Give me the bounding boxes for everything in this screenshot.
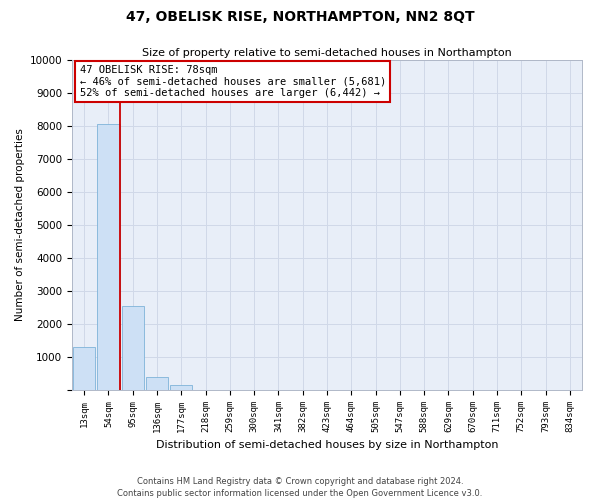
Bar — [122, 306, 144, 390]
Text: 47, OBELISK RISE, NORTHAMPTON, NN2 8QT: 47, OBELISK RISE, NORTHAMPTON, NN2 8QT — [125, 10, 475, 24]
X-axis label: Distribution of semi-detached houses by size in Northampton: Distribution of semi-detached houses by … — [156, 440, 498, 450]
Bar — [170, 385, 193, 390]
Bar — [73, 347, 95, 390]
Title: Size of property relative to semi-detached houses in Northampton: Size of property relative to semi-detach… — [142, 48, 512, 58]
Bar — [146, 377, 168, 390]
Text: 47 OBELISK RISE: 78sqm
← 46% of semi-detached houses are smaller (5,681)
52% of : 47 OBELISK RISE: 78sqm ← 46% of semi-det… — [80, 65, 386, 98]
Text: Contains HM Land Registry data © Crown copyright and database right 2024.
Contai: Contains HM Land Registry data © Crown c… — [118, 476, 482, 498]
Bar — [97, 124, 119, 390]
Y-axis label: Number of semi-detached properties: Number of semi-detached properties — [16, 128, 25, 322]
